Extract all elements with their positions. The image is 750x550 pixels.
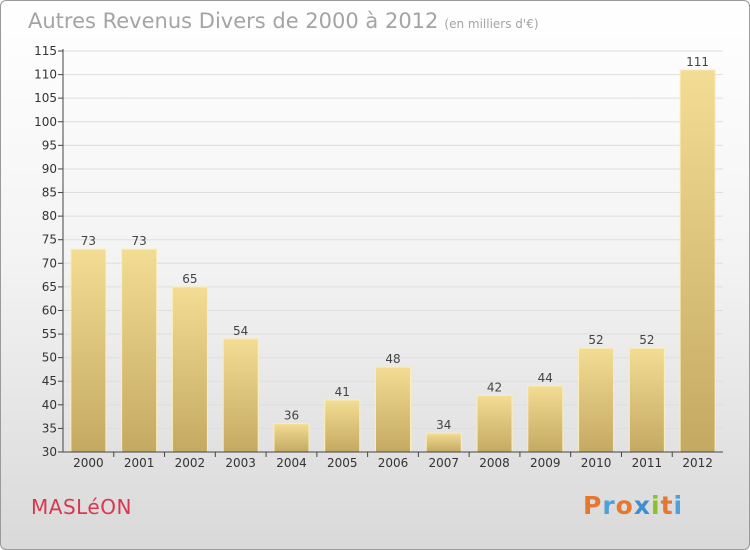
- y-tick-label: 40: [42, 398, 57, 412]
- x-tick-label: 2006: [378, 456, 409, 470]
- y-tick-label: 60: [42, 303, 57, 317]
- bar: [325, 400, 360, 452]
- bar: [629, 348, 664, 452]
- bar-value-label: 65: [182, 272, 197, 286]
- bar-value-label: 41: [335, 385, 350, 399]
- y-tick-label: 45: [42, 374, 57, 388]
- x-tick-label: 2010: [581, 456, 612, 470]
- bar-value-label: 73: [132, 234, 147, 248]
- y-tick-label: 55: [42, 327, 57, 341]
- bar: [274, 424, 309, 452]
- bars: 73 73 65 54 36 41 48 34 42 44 52 52 111: [71, 55, 715, 452]
- x-tick-label: 2007: [428, 456, 459, 470]
- bar-value-label: 54: [233, 324, 248, 338]
- y-tick-label: 115: [34, 44, 57, 58]
- y-tick-label: 75: [42, 233, 57, 247]
- bar-value-label: 111: [686, 55, 709, 69]
- bar-value-label: 48: [385, 352, 400, 366]
- y-tick-label: 110: [34, 68, 57, 82]
- x-tick-label: 2001: [124, 456, 155, 470]
- commune-name: MASLéON: [31, 495, 132, 519]
- bar: [122, 249, 157, 452]
- bar: [426, 433, 461, 452]
- bar: [579, 348, 614, 452]
- bar: [223, 339, 258, 452]
- logo-letter: t: [661, 491, 674, 520]
- bar-value-label: 73: [81, 234, 96, 248]
- x-tick-label: 2004: [276, 456, 307, 470]
- y-tick-label: 65: [42, 280, 57, 294]
- y-tick-label: 95: [42, 138, 57, 152]
- x-tick-label: 2012: [682, 456, 713, 470]
- bar: [172, 287, 207, 452]
- x-tick-label: 2003: [225, 456, 256, 470]
- logo-letter: i: [674, 491, 684, 520]
- x-tick-label: 2002: [175, 456, 206, 470]
- x-tick-label: 2005: [327, 456, 358, 470]
- logo-letter: P: [583, 491, 602, 520]
- y-tick-label: 70: [42, 256, 57, 270]
- y-tick-label: 50: [42, 351, 57, 365]
- bar: [477, 395, 512, 452]
- logo-letter: x: [634, 491, 651, 520]
- bar: [680, 70, 715, 452]
- bar: [376, 367, 411, 452]
- y-tick-label: 100: [34, 115, 57, 129]
- bar-value-label: 34: [436, 418, 451, 432]
- x-tick-label: 2011: [632, 456, 663, 470]
- x-tick-label: 2000: [73, 456, 104, 470]
- logo-letter: r: [602, 491, 615, 520]
- bar-value-label: 52: [639, 333, 654, 347]
- bar-value-label: 36: [284, 409, 299, 423]
- y-tick-label: 90: [42, 162, 57, 176]
- bar: [528, 386, 563, 452]
- x-tick-label: 2009: [530, 456, 561, 470]
- y-tick-label: 105: [34, 91, 57, 105]
- bar: [71, 249, 106, 452]
- bar-value-label: 44: [538, 371, 553, 385]
- y-axis: 30 35 40 45 50 55 60 65 70 75 80 85 90 95 100 105 110 115: [34, 44, 63, 459]
- bar-value-label: 42: [487, 380, 502, 394]
- bar-value-label: 52: [588, 333, 603, 347]
- y-tick-label: 35: [42, 421, 57, 435]
- proxiti-logo[interactable]: Proxiti: [583, 491, 683, 520]
- y-tick-label: 85: [42, 186, 57, 200]
- logo-letter: o: [616, 491, 634, 520]
- x-tick-label: 2008: [479, 456, 510, 470]
- y-tick-label: 30: [42, 445, 57, 459]
- x-axis: 2000 2001 2002 2003 2004 2005 2006 2007 2008 2009…: [63, 452, 723, 470]
- logo-letter: i: [651, 491, 661, 520]
- y-tick-label: 80: [42, 209, 57, 223]
